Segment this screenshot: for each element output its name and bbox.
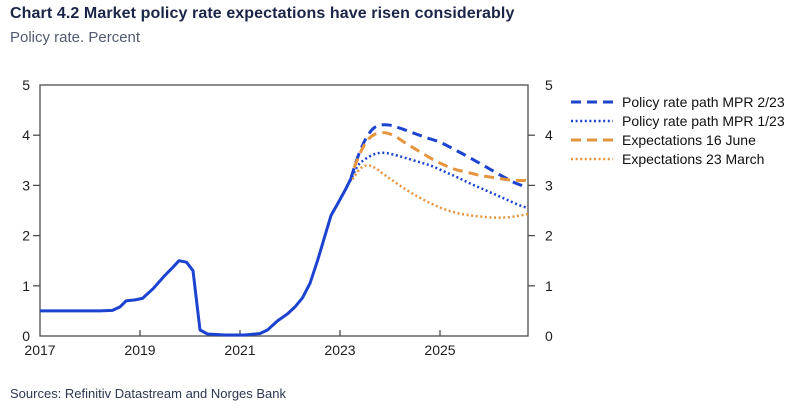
plot-border bbox=[39, 84, 529, 337]
chart-legend: Policy rate path MPR 2/23 Policy rate pa… bbox=[570, 92, 785, 168]
chart-title: Chart 4.2 Market policy rate expectation… bbox=[10, 5, 515, 22]
legend-swatch-line bbox=[571, 119, 613, 122]
y-axis-label-left: 5 bbox=[22, 77, 30, 93]
orange-dotted-line-icon bbox=[570, 155, 614, 163]
y-axis-label-left: 1 bbox=[22, 278, 30, 294]
y-axis-label-left: 2 bbox=[22, 228, 30, 244]
chart-subtitle: Policy rate. Percent bbox=[10, 29, 141, 46]
y-axis-label-left: 3 bbox=[22, 177, 30, 193]
series-line-solid bbox=[40, 174, 354, 337]
y-axis-label-right: 0 bbox=[545, 328, 553, 344]
orange-dashed-line-icon bbox=[570, 136, 614, 144]
x-axis-label: 2025 bbox=[424, 342, 455, 358]
legend-label: Expectations 23 March bbox=[622, 150, 765, 167]
blue-dashed-line-icon bbox=[570, 98, 614, 106]
x-axis-label: 2021 bbox=[224, 342, 255, 358]
series-line-dashed bbox=[352, 131, 529, 182]
legend-label: Expectations 16 June bbox=[622, 131, 756, 148]
y-axis-label-left: 0 bbox=[22, 328, 30, 344]
series-line-dashed bbox=[349, 123, 529, 189]
legend-item-mpr-2-23: Policy rate path MPR 2/23 bbox=[570, 92, 785, 111]
series-line-dotted bbox=[348, 151, 529, 210]
legend-item-expectations-16-june: Expectations 16 June bbox=[570, 130, 785, 149]
legend-label: Policy rate path MPR 1/23 bbox=[622, 112, 785, 129]
y-axis-label-right: 5 bbox=[545, 77, 553, 93]
y-axis-label-right: 4 bbox=[545, 127, 553, 143]
x-axis-label: 2023 bbox=[324, 342, 355, 358]
blue-dotted-line-icon bbox=[570, 117, 614, 125]
legend-swatch-line bbox=[571, 157, 613, 160]
y-axis-label-left: 4 bbox=[22, 127, 30, 143]
legend-swatch-line bbox=[571, 100, 613, 103]
series-line-dotted bbox=[351, 164, 529, 219]
legend-item-expectations-23-march: Expectations 23 March bbox=[570, 149, 785, 168]
y-axis-label-right: 2 bbox=[545, 228, 553, 244]
x-axis-label: 2019 bbox=[124, 342, 155, 358]
legend-label: Policy rate path MPR 2/23 bbox=[622, 93, 785, 110]
legend-swatch-line bbox=[571, 138, 613, 141]
sources-note: Sources: Refinitiv Datastream and Norges… bbox=[10, 386, 287, 401]
legend-item-mpr-1-23: Policy rate path MPR 1/23 bbox=[570, 111, 785, 130]
y-axis-label-right: 1 bbox=[545, 278, 553, 294]
y-axis-label-right: 3 bbox=[545, 177, 553, 193]
x-axis-label: 2017 bbox=[24, 342, 55, 358]
